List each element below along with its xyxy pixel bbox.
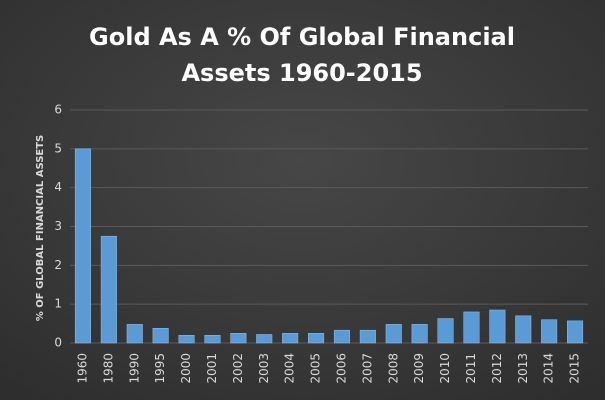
y-tick-label: 4 [54,180,62,194]
bar [411,324,428,344]
x-tick-label: 2003 [257,353,271,384]
x-tick-label: 2011 [464,353,478,384]
x-tick-label: 2014 [542,353,556,384]
x-tick-label: 2015 [568,353,582,384]
x-tick-label: 1980 [101,353,115,384]
y-tick-label: 0 [54,336,62,350]
bar [333,329,350,344]
bar [567,320,584,344]
y-axis-title: % OF GLOBAL FINANCIAL ASSETS [35,135,46,321]
bar [541,319,558,344]
bar [152,327,169,344]
bar [489,309,506,344]
bar [437,318,454,344]
chart-title: Assets 1960-2015 [181,59,422,87]
bar [74,148,91,344]
bar [230,333,247,344]
x-tick-label: 1990 [127,353,141,384]
x-tick-label: 2007 [360,353,374,384]
y-tick-label: 3 [54,219,62,233]
y-tick-label: 5 [54,141,62,155]
x-tick-label: 2001 [205,353,219,384]
bar [385,324,402,344]
bar [126,324,143,344]
bar [463,311,480,344]
x-tick-label: 2006 [334,353,348,384]
y-tick-label: 6 [54,103,62,117]
bar [256,334,273,344]
x-tick-label: 1995 [153,353,167,384]
x-tick-label: 2012 [490,353,504,384]
bar [204,334,221,344]
x-tick-label: 1960 [75,353,89,384]
x-tick-label: 2010 [438,353,452,384]
x-tick-label: 2013 [516,353,530,384]
x-tick-label: 2002 [231,353,245,384]
bar [308,333,325,344]
y-tick-label: 1 [54,297,62,311]
chart-title: Gold As A % Of Global Financial [89,23,515,51]
x-tick-label: 2005 [309,353,323,384]
x-tick-label: 2004 [283,353,297,384]
x-tick-label: 2000 [179,353,193,384]
bar [359,329,376,344]
x-tick-label: 2008 [386,353,400,384]
y-tick-label: 2 [54,258,62,272]
bar [100,235,117,344]
bar [282,333,299,344]
x-tick-label: 2009 [412,353,426,384]
bar [178,334,195,344]
bar [515,315,532,344]
